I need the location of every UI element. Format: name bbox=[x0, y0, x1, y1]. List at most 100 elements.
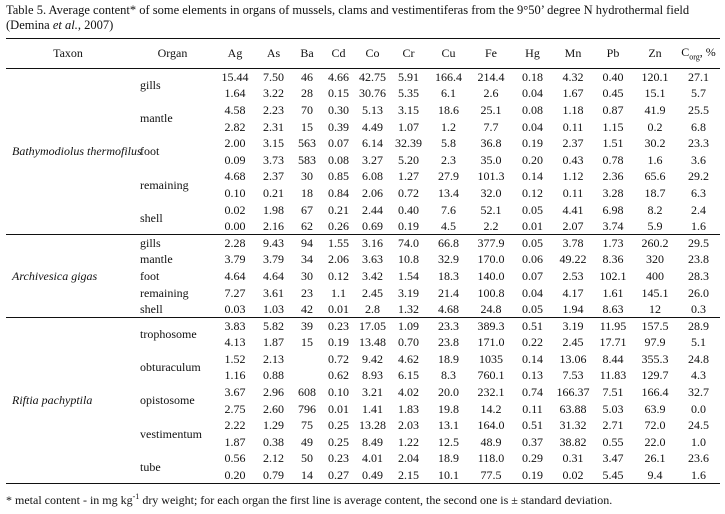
header-corg: Corg, % bbox=[677, 38, 720, 69]
value-cell: 0.19 bbox=[398, 218, 419, 233]
table-row: tube 0.56 2.12 50 0.23 4.01 2.04 18.9 118.0 0.29 0… bbox=[6, 450, 720, 484]
value-cell: 2.45 bbox=[362, 285, 383, 300]
value-cell: 35.0 bbox=[480, 152, 502, 167]
organ-cell: shell bbox=[140, 301, 163, 316]
table-row: mantle 3.79 3.79 34 2.06 3.63 10.8 32.9 170.0 0.0… bbox=[6, 251, 720, 268]
value-cell: 5.9 bbox=[647, 218, 663, 233]
value-cell: 4.32 bbox=[562, 70, 584, 85]
value-cell: 15.1 bbox=[644, 86, 666, 101]
value-cell: 18.9 bbox=[438, 451, 459, 466]
value-cell: 1.98 bbox=[263, 202, 284, 217]
value-cell: 13.4 bbox=[438, 185, 459, 200]
header-zn: Zn bbox=[633, 38, 677, 69]
value-cell: 3.27 bbox=[362, 152, 383, 167]
value-cell: 4.64 bbox=[224, 268, 246, 283]
value-cell: 9.4 bbox=[633, 466, 677, 484]
value-cell: 1.67 bbox=[562, 86, 584, 101]
value-cell: 4.64 bbox=[263, 268, 284, 283]
value-cell: 42 bbox=[301, 301, 313, 316]
value-cell: 18.7 bbox=[644, 185, 666, 200]
organ-cell: tube bbox=[130, 450, 215, 484]
value-cell: 23.6 bbox=[688, 451, 709, 466]
value-cell: 12 bbox=[649, 301, 661, 316]
value-cell: 0.04 bbox=[522, 86, 543, 101]
value-cell: 1.1 bbox=[331, 285, 346, 300]
header-organ: Organ bbox=[130, 38, 215, 69]
value-cell: 0.05 bbox=[522, 202, 543, 217]
value-cell: 0.30 bbox=[328, 102, 349, 117]
table-row: 4.13 1.87 15 0.19 13.48 0.70 23.8 171.0 0.22 2.45… bbox=[6, 334, 720, 351]
organ-cell: foot bbox=[140, 268, 160, 283]
value-cell: 23 bbox=[301, 285, 313, 300]
value-cell: 2.13 bbox=[263, 351, 284, 366]
value-cell: 1.12 bbox=[562, 169, 584, 184]
value-cell: 20.0 bbox=[438, 385, 459, 400]
value-cell: 38.82 bbox=[559, 434, 587, 449]
value-cell: 70 bbox=[301, 102, 313, 117]
value-cell: 2.16 bbox=[263, 218, 284, 233]
value-cell: 30.2 bbox=[644, 136, 666, 151]
value-cell: 3.22 bbox=[263, 86, 284, 101]
value-cell: 8.49 bbox=[362, 434, 383, 449]
table-row: remaining 7.27 3.61 23 1.1 2.45 3.19 21.4 100.8 0… bbox=[6, 284, 720, 301]
value-cell: 1.07 bbox=[398, 119, 419, 134]
value-cell: 1.87 bbox=[263, 335, 284, 350]
value-cell: 0.06 bbox=[522, 252, 543, 267]
value-cell: 50 bbox=[301, 451, 313, 466]
value-cell: 2.36 bbox=[602, 169, 624, 184]
value-cell: 0.27 bbox=[322, 466, 355, 484]
table-row: Riftia pachyptila trophosome 3.83 5.82 39 0.2… bbox=[6, 316, 720, 484]
value-cell: 0.11 bbox=[562, 119, 584, 134]
value-cell: 7.50 bbox=[263, 70, 284, 85]
value-cell: 48.9 bbox=[480, 434, 502, 449]
value-cell: 8.3 bbox=[441, 368, 456, 383]
value-cell: 4.41 bbox=[562, 202, 584, 217]
header-cr: Cr bbox=[390, 38, 427, 69]
value-cell: 0.14 bbox=[522, 351, 543, 366]
value-cell: 3.47 bbox=[602, 451, 624, 466]
value-cell: 3.19 bbox=[553, 316, 593, 334]
caption-text: Table 5. Average content* of some elemen… bbox=[6, 3, 690, 32]
table-row: Bathymodiolus thermofilus gills 15.44 7.50 4… bbox=[6, 69, 720, 158]
value-cell: 0.84 bbox=[328, 185, 349, 200]
value-cell: 377.9 bbox=[470, 233, 512, 252]
corg-label: C bbox=[681, 45, 690, 60]
value-cell: 320 bbox=[646, 252, 664, 267]
table-row: opistosome 3.67 2.96 608 0.10 3.21 4.02 20.0 232… bbox=[6, 384, 720, 407]
table-row: 0.20 0.79 14 0.27 0.49 2.15 10.1 77.5 0.19 0.02 5.… bbox=[6, 466, 720, 484]
value-cell: 2.03 bbox=[398, 418, 419, 433]
value-cell: 32.7 bbox=[688, 385, 709, 400]
value-cell: 0.08 bbox=[522, 102, 543, 117]
value-cell: 3.63 bbox=[362, 252, 383, 267]
value-cell: 0.15 bbox=[328, 86, 349, 101]
value-cell: 1.54 bbox=[398, 268, 419, 283]
organ-cell: foot bbox=[140, 144, 160, 159]
value-cell: 25.5 bbox=[688, 102, 709, 117]
value-cell: 63.88 bbox=[559, 401, 587, 416]
value-cell: 4.62 bbox=[398, 351, 419, 366]
table-row: foot 2.00 3.15 563 0.07 6.14 32.39 5.8 36.8 0.19 2… bbox=[6, 135, 720, 158]
value-cell: 0.49 bbox=[355, 466, 390, 484]
table-row: 0.00 2.16 62 0.26 0.69 0.19 4.5 2.2 0.01 2.07 3.74… bbox=[6, 218, 720, 235]
value-cell: 0.04 bbox=[522, 119, 543, 134]
value-cell: 23.3 bbox=[427, 316, 470, 334]
value-cell: 0.19 bbox=[512, 466, 553, 484]
value-cell: 2.53 bbox=[562, 268, 584, 283]
table-row: 1.64 3.22 28 0.15 30.76 5.35 6.1 2.6 0.04 1.67 0.4… bbox=[6, 85, 720, 102]
taxon-cell: Bathymodiolus thermofilus bbox=[12, 144, 142, 159]
value-cell: 13.28 bbox=[359, 418, 386, 433]
value-cell: 400 bbox=[646, 268, 664, 283]
value-cell: 0.62 bbox=[328, 368, 349, 383]
element-content-table: Taxon Organ Ag As Ba Cd Co Cr Cu Fe Hg Mn Pb Zn Corg… bbox=[6, 38, 720, 484]
value-cell: 8.93 bbox=[362, 368, 383, 383]
value-cell: 3.28 bbox=[602, 185, 624, 200]
value-cell: 5.1 bbox=[691, 335, 706, 350]
value-cell: 7.27 bbox=[224, 285, 246, 300]
value-cell: 129.7 bbox=[641, 368, 669, 383]
value-cell: 1.2 bbox=[441, 119, 456, 134]
value-cell: 0.01 bbox=[522, 218, 543, 233]
value-cell: 166.4 bbox=[435, 70, 462, 85]
value-cell: 9.42 bbox=[362, 351, 383, 366]
header-hg: Hg bbox=[512, 38, 553, 69]
value-cell: 4.17 bbox=[562, 285, 584, 300]
